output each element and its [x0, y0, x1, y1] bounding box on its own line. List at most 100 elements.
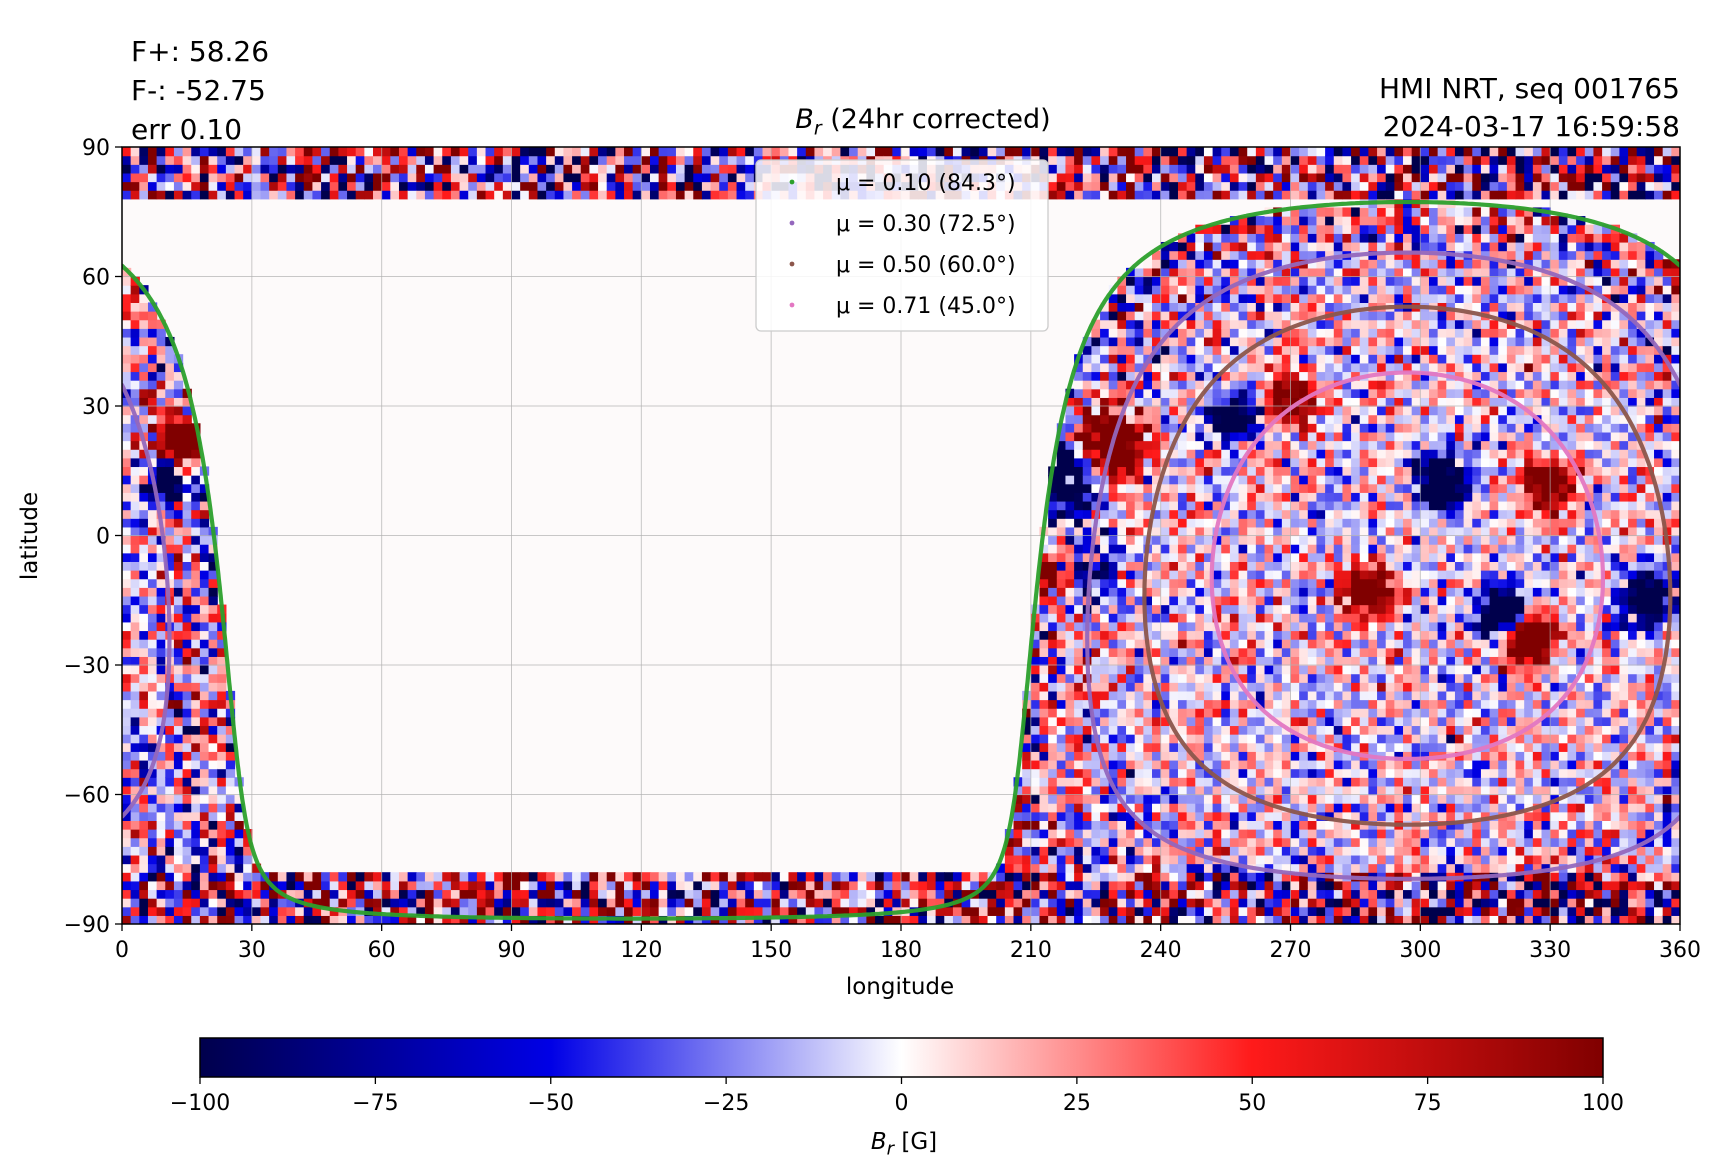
heatmap-cell — [1134, 561, 1144, 571]
heatmap-cell — [156, 803, 166, 813]
heatmap-cell — [208, 725, 218, 735]
heatmap-cell — [182, 846, 192, 856]
heatmap-cell — [147, 846, 158, 856]
heatmap-cell — [675, 164, 686, 174]
heatmap-cell — [1264, 820, 1274, 830]
heatmap-cell — [1177, 440, 1188, 450]
heatmap-cell — [1065, 699, 1075, 709]
flux-negative: F-: -52.75 — [131, 74, 266, 107]
heatmap-cell — [1342, 621, 1352, 632]
heatmap-cell — [1221, 406, 1231, 416]
heatmap-cell — [182, 552, 192, 562]
heatmap-cell — [1039, 147, 1049, 157]
heatmap-cell — [1316, 466, 1326, 476]
heatmap-cell — [1290, 872, 1300, 882]
heatmap-cell — [1134, 440, 1144, 450]
heatmap-cell — [1108, 854, 1118, 865]
heatmap-cell — [693, 147, 703, 157]
heatmap-cell — [269, 172, 279, 183]
heatmap-cell — [1255, 147, 1266, 157]
heatmap-cell — [1273, 794, 1283, 804]
heatmap-cell — [165, 794, 175, 804]
heatmap-cell — [173, 829, 184, 839]
heatmap-cell — [1177, 336, 1188, 347]
heatmap-cell — [329, 172, 339, 183]
heatmap-cell — [1229, 259, 1240, 269]
heatmap-cell — [1229, 302, 1240, 312]
heatmap-cell — [156, 863, 166, 873]
heatmap-cell — [1134, 829, 1144, 839]
heatmap-cell — [1065, 639, 1075, 649]
heatmap-cell — [1255, 639, 1266, 649]
heatmap-cell — [1160, 440, 1170, 450]
heatmap-cell — [1281, 345, 1292, 355]
heatmap-cell — [1013, 785, 1023, 796]
heatmap-cell — [1143, 172, 1153, 183]
heatmap-cell — [1048, 716, 1058, 727]
heatmap-cell — [1247, 829, 1257, 839]
heatmap-cell — [1212, 665, 1222, 675]
heatmap-cell — [1160, 820, 1170, 830]
heatmap-cell — [1221, 656, 1231, 666]
heatmap-cell — [1290, 440, 1300, 450]
heatmap-cell — [1221, 665, 1231, 675]
heatmap-cell — [1152, 906, 1162, 916]
heatmap-cell — [1004, 906, 1015, 916]
heatmap-cell — [1117, 690, 1127, 701]
heatmap-cell — [1160, 915, 1170, 924]
heatmap-cell — [1212, 328, 1222, 338]
heatmap-cell — [892, 889, 902, 899]
heatmap-cell — [918, 880, 928, 891]
heatmap-cell — [658, 147, 668, 157]
heatmap-cell — [122, 328, 132, 338]
heatmap-cell — [1048, 552, 1058, 562]
heatmap-cell — [520, 190, 530, 200]
heatmap-cell — [1108, 561, 1118, 571]
heatmap-cell — [1238, 285, 1248, 295]
heatmap-cell — [1074, 587, 1084, 597]
heatmap-cell — [191, 915, 201, 924]
heatmap-cell — [1074, 544, 1084, 554]
heatmap-cell — [1186, 690, 1196, 701]
heatmap-cell — [1186, 259, 1196, 269]
heatmap-cell — [1134, 768, 1144, 778]
heatmap-cell — [719, 889, 729, 899]
heatmap-cell — [1316, 483, 1326, 493]
heatmap-cell — [1316, 406, 1326, 416]
heatmap-cell — [1203, 302, 1214, 312]
heatmap-cell — [1264, 328, 1274, 338]
heatmap-cell — [1091, 872, 1101, 882]
heatmap-cell — [1056, 561, 1067, 571]
heatmap-cell — [1325, 561, 1335, 571]
heatmap-cell — [277, 880, 288, 891]
heatmap-cell — [1255, 578, 1266, 588]
heatmap-cell — [632, 898, 642, 908]
heatmap-cell — [1065, 794, 1075, 804]
heatmap-cell — [217, 880, 227, 891]
heatmap-cell — [1203, 699, 1214, 709]
heatmap-cell — [1307, 759, 1318, 770]
heatmap-cell — [1229, 898, 1240, 908]
heatmap-cell — [225, 794, 236, 804]
heatmap-cell — [1307, 371, 1318, 381]
heatmap-cell — [1247, 872, 1257, 882]
heatmap-cell — [1117, 181, 1127, 191]
heatmap-cell — [1247, 259, 1257, 269]
heatmap-cell — [1299, 509, 1309, 519]
heatmap-cell — [675, 181, 686, 191]
heatmap-cell — [1299, 699, 1309, 709]
heatmap-cell — [364, 880, 374, 891]
heatmap-cell — [1048, 803, 1058, 813]
heatmap-cell — [693, 906, 703, 916]
heatmap-cell — [1273, 431, 1283, 442]
heatmap-cell — [1273, 164, 1283, 174]
heatmap-cell — [762, 906, 772, 916]
heatmap-cell — [1030, 898, 1041, 908]
heatmap-cell — [1082, 863, 1093, 873]
heatmap-cell — [217, 846, 227, 856]
heatmap-cell — [1160, 492, 1170, 502]
heatmap-cell — [736, 872, 746, 882]
heatmap-cell — [1004, 837, 1015, 847]
heatmap-cell — [1333, 224, 1344, 234]
heatmap-cell — [1247, 595, 1257, 606]
